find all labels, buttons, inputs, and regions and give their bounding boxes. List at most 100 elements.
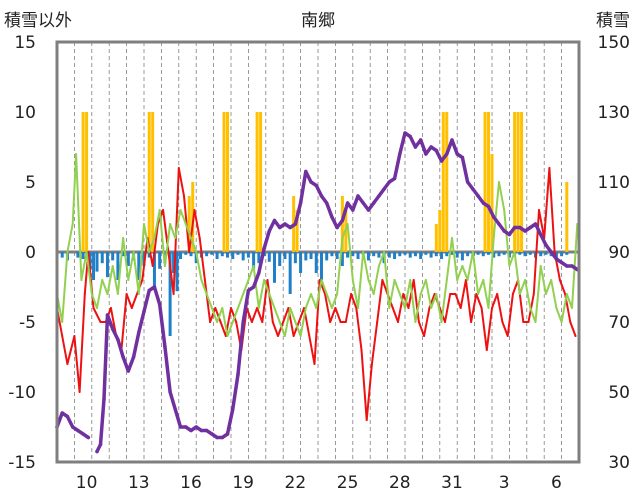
- bar: [175, 252, 179, 292]
- data-point: [549, 250, 553, 254]
- data-point: [403, 131, 407, 135]
- data-point: [116, 337, 120, 342]
- data-point: [497, 222, 501, 226]
- data-point: [184, 223, 187, 225]
- bar: [330, 252, 334, 257]
- data-point: [413, 145, 418, 149]
- data-point: [137, 293, 140, 295]
- bar: [528, 252, 532, 255]
- bar: [111, 252, 115, 261]
- data-point: [178, 425, 183, 429]
- bar: [413, 252, 417, 257]
- data-point: [383, 251, 386, 253]
- data-point: [106, 293, 109, 295]
- bar: [152, 252, 156, 287]
- data-point: [200, 279, 203, 281]
- data-point: [250, 321, 253, 323]
- data-point: [388, 307, 391, 309]
- bar: [419, 252, 423, 259]
- bar: [60, 252, 64, 258]
- data-point: [78, 391, 81, 393]
- bar: [226, 112, 230, 252]
- data-point: [528, 225, 533, 230]
- data-point: [209, 321, 212, 323]
- data-point: [76, 428, 80, 433]
- data-point: [491, 215, 496, 219]
- data-point: [102, 397, 106, 401]
- left-tick-label: -15: [8, 453, 36, 473]
- data-point: [219, 321, 222, 323]
- data-point: [339, 321, 342, 323]
- data-point: [330, 307, 333, 309]
- data-point: [289, 307, 292, 309]
- data-point: [449, 293, 452, 295]
- data-point: [524, 279, 527, 281]
- data-point: [329, 321, 332, 323]
- data-point: [554, 257, 559, 261]
- data-point: [308, 335, 311, 337]
- data-point: [261, 321, 264, 323]
- data-point: [361, 201, 365, 205]
- data-point: [147, 288, 151, 293]
- bar: [445, 112, 449, 252]
- data-point: [356, 194, 360, 198]
- data-point: [198, 237, 201, 239]
- data-point: [152, 285, 157, 289]
- data-point: [555, 307, 558, 309]
- bar: [304, 252, 308, 261]
- data-point: [303, 307, 306, 309]
- data-point: [86, 435, 91, 440]
- data-point: [351, 279, 354, 281]
- data-point: [66, 363, 69, 365]
- data-point: [292, 335, 295, 337]
- data-point: [87, 251, 90, 253]
- data-point: [142, 309, 146, 314]
- data-point: [92, 307, 95, 309]
- data-point: [61, 335, 64, 337]
- bar: [278, 252, 282, 266]
- bar: [356, 252, 360, 259]
- data-point: [267, 229, 272, 233]
- data-point: [407, 307, 410, 309]
- data-point: [377, 265, 380, 267]
- data-point: [60, 411, 64, 415]
- data-point: [293, 222, 298, 226]
- data-point: [283, 222, 287, 226]
- bar: [158, 252, 162, 269]
- data-point: [534, 321, 537, 323]
- data-point: [262, 246, 266, 251]
- bar: [481, 252, 485, 257]
- data-point: [560, 321, 563, 323]
- data-point: [503, 209, 506, 211]
- data-point: [492, 237, 495, 239]
- left-tick-label: -5: [19, 313, 36, 333]
- right-tick-label: 90: [608, 243, 630, 263]
- x-axis-ticks: 10 13 16 19 22 25 28 31 3 6: [76, 473, 562, 493]
- data-point: [318, 279, 321, 281]
- data-point: [532, 293, 535, 295]
- bar: [441, 112, 445, 252]
- data-point: [266, 279, 269, 281]
- data-point: [90, 293, 93, 295]
- data-point: [71, 223, 74, 225]
- right-tick-label: 150: [598, 33, 630, 53]
- data-point: [277, 225, 282, 230]
- data-point: [355, 307, 358, 309]
- data-point: [194, 425, 198, 429]
- data-point: [121, 355, 125, 359]
- bar: [210, 252, 214, 255]
- data-point: [391, 307, 394, 309]
- data-point: [440, 321, 443, 323]
- data-point: [367, 279, 370, 281]
- data-point: [471, 251, 474, 253]
- data-point: [246, 288, 251, 293]
- bar: [299, 252, 303, 273]
- bar: [81, 252, 85, 259]
- data-point: [276, 335, 279, 337]
- data-point: [137, 330, 141, 335]
- data-point: [550, 279, 553, 281]
- data-point: [299, 335, 302, 337]
- data-point: [461, 265, 464, 267]
- data-point: [236, 372, 240, 377]
